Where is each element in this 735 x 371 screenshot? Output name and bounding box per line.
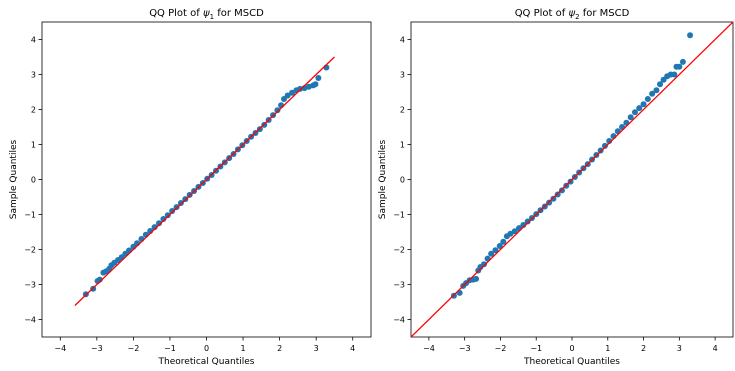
data-point — [492, 247, 499, 254]
x-tick-label: −2 — [127, 344, 139, 353]
x-tick-label: −4 — [54, 344, 66, 353]
reference-line — [74, 56, 335, 306]
chart-title: QQ Plot of ψ2 for MSCD — [515, 8, 630, 21]
y-tick-label: 0 — [31, 176, 36, 185]
y-tick-label: −4 — [393, 316, 405, 325]
data-point — [640, 101, 647, 108]
title-symbol: ψ — [568, 8, 575, 19]
data-point — [500, 238, 507, 245]
x-tick-label: 0 — [204, 344, 209, 353]
data-point — [671, 71, 678, 78]
x-tick-label: −1 — [530, 344, 542, 353]
y-tick-label: 1 — [400, 141, 405, 150]
title-subscript: 1 — [210, 13, 214, 21]
x-tick-label: −4 — [423, 344, 435, 353]
data-point — [657, 81, 664, 88]
reference-line — [411, 22, 733, 337]
y-tick-label: −3 — [24, 281, 36, 290]
y-tick-label: −2 — [393, 246, 405, 255]
y-axis-label: Sample Quantiles — [378, 140, 388, 220]
data-point — [312, 81, 319, 88]
y-axis-label: Sample Quantiles — [9, 140, 19, 220]
data-point — [597, 147, 604, 154]
title-prefix: QQ Plot of — [515, 8, 569, 19]
data-point — [496, 243, 503, 249]
data-point — [169, 208, 176, 214]
x-tick-label: −3 — [91, 344, 103, 353]
data-point — [679, 58, 686, 65]
data-point — [177, 199, 184, 206]
data-point — [289, 89, 296, 96]
x-axis-label: Theoretical Quantiles — [158, 357, 255, 367]
x-tick-label: −1 — [164, 344, 176, 353]
title-suffix: for MSCD — [580, 8, 630, 19]
y-tick-label: 3 — [400, 71, 405, 80]
y-tick-label: 1 — [31, 141, 36, 150]
data-point — [649, 90, 656, 97]
data-point — [488, 250, 495, 257]
data-point — [173, 204, 180, 211]
y-tick-label: 3 — [31, 71, 36, 80]
x-tick-label: 0 — [569, 344, 574, 353]
data-point — [558, 187, 565, 194]
qq-panel: −4 −3 −2 −1 0 1 2 3 4 −4 −3 −2 −1 0 1 2 3 4 QQ Plot of ψ2 … — [378, 8, 734, 367]
data-point — [550, 195, 557, 202]
qq-panel: −4 −3 −2 −1 0 1 2 3 4 −4 −3 −2 −1 0 1 2 3 4 QQ Plot of ψ1 … — [9, 8, 372, 367]
x-tick-label: 3 — [314, 344, 319, 353]
data-point — [601, 142, 608, 149]
y-tick-label: −4 — [24, 316, 36, 325]
chart-title: QQ Plot of ψ1 for MSCD — [149, 8, 264, 21]
x-tick-label: 3 — [677, 344, 682, 353]
data-point — [644, 96, 651, 102]
x-tick-label: 1 — [241, 344, 246, 353]
data-point — [284, 92, 291, 99]
y-tick-label: 2 — [400, 106, 405, 115]
y-tick-label: −1 — [24, 211, 36, 220]
x-tick-label: 2 — [641, 344, 646, 353]
data-point — [631, 109, 638, 116]
data-point — [155, 220, 162, 227]
data-point — [164, 212, 171, 219]
x-tick-label: 4 — [350, 344, 355, 353]
data-point — [554, 191, 561, 198]
data-point — [274, 107, 281, 114]
data-point — [636, 105, 643, 112]
data-point — [687, 32, 694, 39]
x-tick-label: 2 — [277, 344, 282, 353]
data-point — [676, 63, 683, 70]
x-axis-label: Theoretical Quantiles — [523, 357, 620, 367]
title-symbol: ψ — [203, 8, 210, 19]
title-prefix: QQ Plot of — [149, 8, 203, 19]
y-tick-label: 0 — [400, 176, 405, 185]
y-tick-label: −2 — [24, 246, 36, 255]
x-tick-label: 1 — [605, 344, 610, 353]
y-tick-label: −1 — [393, 211, 405, 220]
x-tick-label: −3 — [459, 344, 471, 353]
data-point — [160, 216, 167, 223]
title-subscript: 2 — [575, 13, 579, 21]
y-tick-label: 4 — [400, 36, 405, 45]
data-point — [511, 228, 518, 235]
x-tick-label: −2 — [495, 344, 507, 353]
y-tick-label: 4 — [31, 36, 36, 45]
data-point — [315, 75, 322, 81]
x-tick-label: 4 — [713, 344, 718, 353]
y-tick-label: 2 — [31, 106, 36, 115]
data-point — [653, 87, 660, 94]
data-point — [524, 218, 531, 225]
y-tick-label: −3 — [393, 281, 405, 290]
title-suffix: for MSCD — [214, 8, 264, 19]
data-point — [473, 275, 480, 282]
data-point — [480, 261, 487, 268]
data-point — [627, 114, 634, 121]
